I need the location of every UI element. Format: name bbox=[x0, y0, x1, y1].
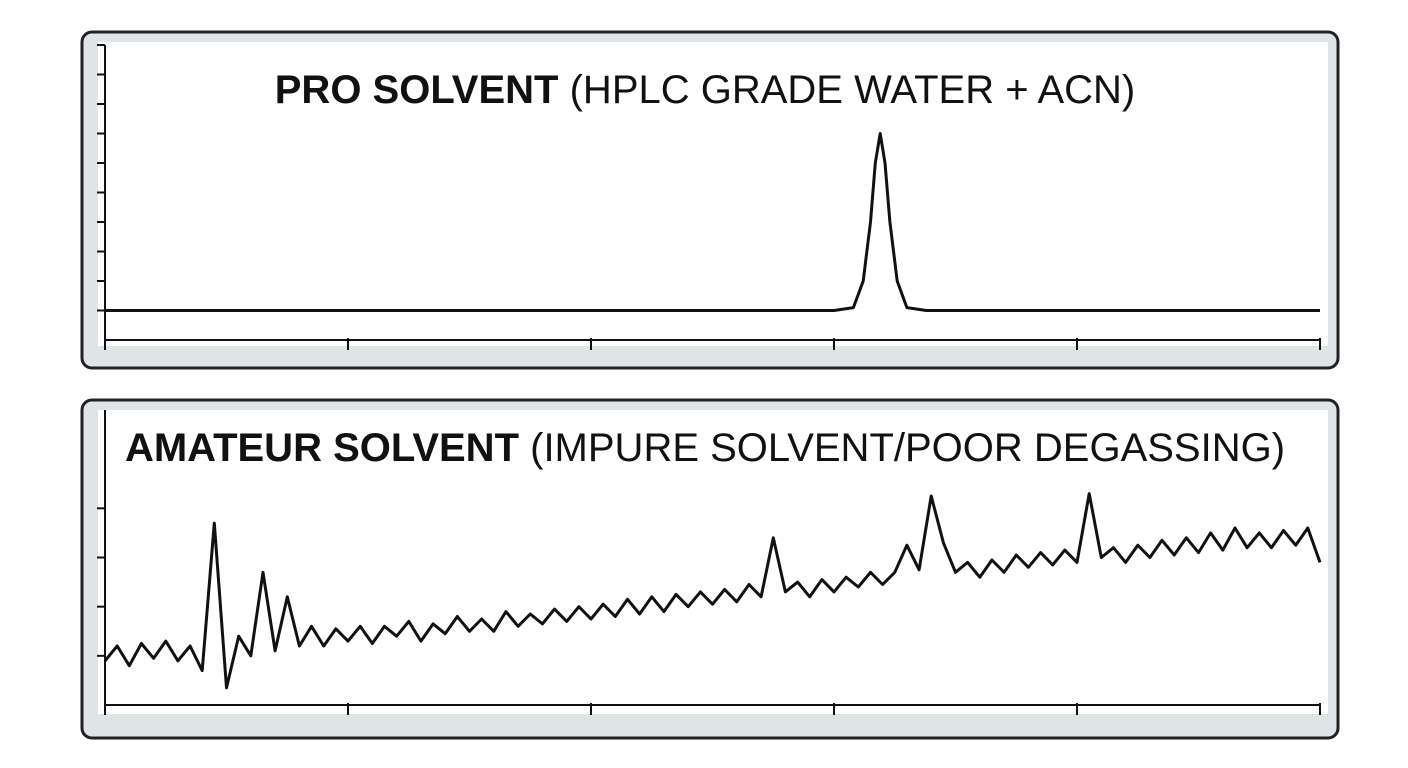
signal-line bbox=[105, 132, 1320, 312]
title-detail: (HPLC GRADE WATER + ACN) bbox=[570, 68, 1136, 112]
title-bold: PRO SOLVENT bbox=[275, 68, 559, 112]
plot-area bbox=[98, 410, 1328, 714]
plot-area bbox=[98, 42, 1328, 346]
signal-line bbox=[103, 492, 1322, 690]
title-bold: AMATEUR SOLVENT bbox=[125, 426, 519, 470]
panel-title: AMATEUR SOLVENT (IMPURE SOLVENT/POOR DEG… bbox=[125, 426, 1285, 470]
title-detail: (IMPURE SOLVENT/POOR DEGASSING) bbox=[530, 426, 1285, 470]
panel-title: PRO SOLVENT (HPLC GRADE WATER + ACN) bbox=[275, 68, 1135, 112]
